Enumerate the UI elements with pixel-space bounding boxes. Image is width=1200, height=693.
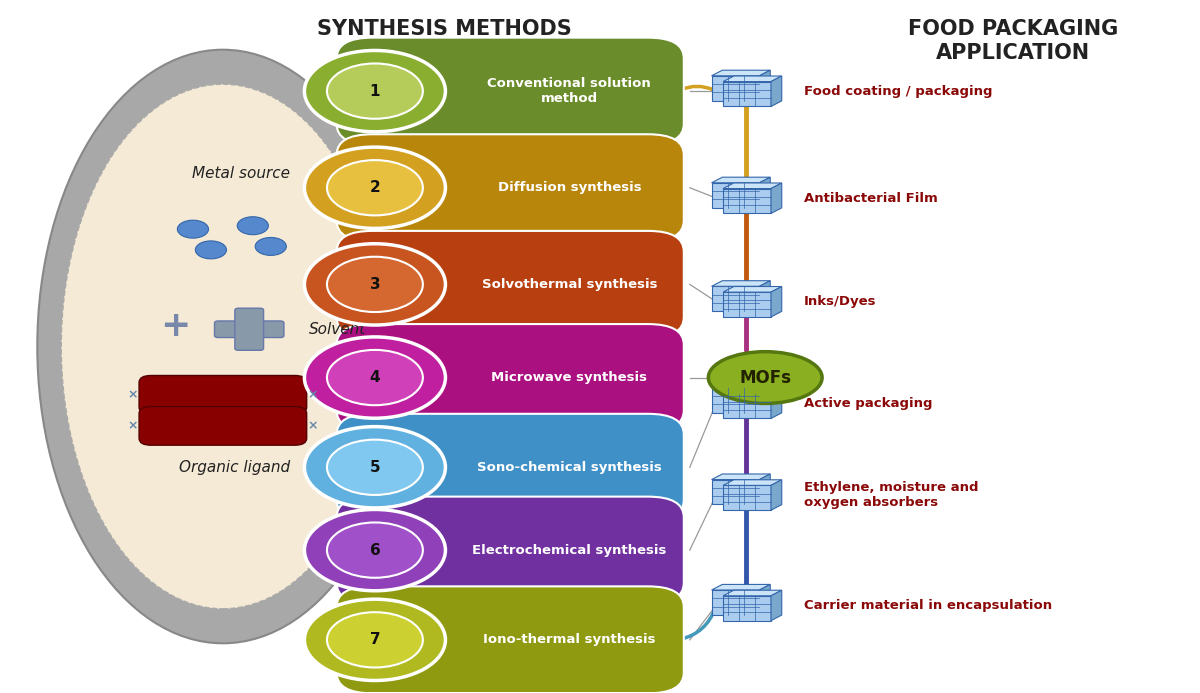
Polygon shape — [760, 474, 770, 505]
Text: +: + — [160, 309, 190, 343]
Text: ×: × — [307, 419, 318, 432]
Polygon shape — [724, 292, 770, 317]
Circle shape — [326, 350, 422, 405]
Text: Metal source: Metal source — [192, 166, 290, 182]
Polygon shape — [712, 590, 760, 615]
Text: Iono-thermal synthesis: Iono-thermal synthesis — [484, 633, 655, 647]
Text: SYNTHESIS METHODS: SYNTHESIS METHODS — [317, 19, 571, 39]
Polygon shape — [770, 183, 781, 213]
Polygon shape — [712, 480, 760, 505]
Text: Food coating / packaging: Food coating / packaging — [804, 85, 992, 98]
Text: Microwave synthesis: Microwave synthesis — [491, 371, 647, 384]
Polygon shape — [724, 183, 781, 188]
Text: 5: 5 — [370, 459, 380, 475]
Text: ×: × — [307, 388, 318, 401]
Text: Active packaging: Active packaging — [804, 396, 932, 410]
Text: Solvothermal synthesis: Solvothermal synthesis — [481, 278, 658, 291]
Text: 6: 6 — [370, 543, 380, 558]
Ellipse shape — [61, 85, 384, 608]
Ellipse shape — [37, 50, 408, 643]
Circle shape — [305, 147, 445, 229]
Circle shape — [305, 599, 445, 681]
Polygon shape — [724, 590, 781, 596]
Polygon shape — [770, 480, 781, 510]
Circle shape — [326, 256, 422, 312]
Text: FOOD PACKAGING
APPLICATION: FOOD PACKAGING APPLICATION — [908, 19, 1118, 64]
Polygon shape — [712, 286, 760, 311]
Circle shape — [305, 51, 445, 132]
Circle shape — [326, 439, 422, 495]
Text: MOFs: MOFs — [739, 369, 791, 387]
Polygon shape — [724, 394, 770, 419]
Polygon shape — [760, 177, 770, 208]
Text: 3: 3 — [370, 277, 380, 292]
Polygon shape — [770, 286, 781, 317]
Text: Carrier material in encapsulation: Carrier material in encapsulation — [804, 599, 1051, 612]
Text: Diffusion synthesis: Diffusion synthesis — [498, 182, 641, 194]
Circle shape — [256, 238, 287, 256]
Polygon shape — [712, 474, 770, 480]
Polygon shape — [724, 76, 781, 82]
Text: Ethylene, moisture and
oxygen absorbers: Ethylene, moisture and oxygen absorbers — [804, 481, 978, 509]
FancyBboxPatch shape — [337, 324, 684, 431]
Polygon shape — [760, 584, 770, 615]
Polygon shape — [760, 70, 770, 100]
Text: Inks/Dyes: Inks/Dyes — [804, 295, 876, 308]
Text: 4: 4 — [370, 370, 380, 385]
Polygon shape — [770, 388, 781, 419]
Polygon shape — [712, 388, 760, 412]
Ellipse shape — [708, 351, 822, 403]
Text: Conventional solution
method: Conventional solution method — [487, 77, 652, 105]
FancyBboxPatch shape — [215, 321, 284, 337]
FancyBboxPatch shape — [337, 586, 684, 693]
Polygon shape — [724, 82, 770, 107]
Text: Antibacterial Film: Antibacterial Film — [804, 191, 937, 204]
FancyBboxPatch shape — [337, 497, 684, 604]
FancyBboxPatch shape — [337, 134, 684, 241]
Text: 1: 1 — [370, 84, 380, 98]
Polygon shape — [712, 177, 770, 183]
Polygon shape — [724, 188, 770, 213]
Circle shape — [305, 244, 445, 325]
Polygon shape — [724, 286, 781, 292]
FancyBboxPatch shape — [337, 231, 684, 338]
Polygon shape — [770, 76, 781, 107]
Circle shape — [305, 337, 445, 418]
FancyBboxPatch shape — [337, 37, 684, 145]
Polygon shape — [770, 590, 781, 621]
FancyBboxPatch shape — [235, 308, 264, 350]
Circle shape — [305, 427, 445, 508]
Circle shape — [238, 217, 269, 235]
Circle shape — [326, 523, 422, 578]
Circle shape — [326, 160, 422, 216]
Polygon shape — [724, 480, 781, 485]
Polygon shape — [724, 596, 770, 621]
Polygon shape — [724, 388, 781, 394]
Polygon shape — [712, 281, 770, 286]
FancyBboxPatch shape — [139, 407, 307, 445]
Polygon shape — [712, 76, 760, 100]
Polygon shape — [760, 382, 770, 412]
Polygon shape — [712, 382, 770, 388]
Polygon shape — [712, 183, 760, 208]
Text: 2: 2 — [370, 180, 380, 195]
Circle shape — [196, 241, 227, 259]
FancyBboxPatch shape — [139, 376, 307, 414]
Text: Sono-chemical synthesis: Sono-chemical synthesis — [476, 461, 661, 474]
Polygon shape — [712, 70, 770, 76]
Text: ×: × — [128, 388, 138, 401]
Circle shape — [178, 220, 209, 238]
Circle shape — [326, 612, 422, 667]
Text: Organic ligand: Organic ligand — [179, 459, 290, 475]
Text: Electrochemical synthesis: Electrochemical synthesis — [472, 543, 666, 556]
Text: ×: × — [128, 419, 138, 432]
Polygon shape — [760, 281, 770, 311]
Circle shape — [326, 64, 422, 119]
FancyBboxPatch shape — [337, 414, 684, 520]
Circle shape — [305, 509, 445, 590]
Polygon shape — [712, 584, 770, 590]
Text: 7: 7 — [370, 632, 380, 647]
Text: Solvent: Solvent — [310, 322, 366, 337]
Polygon shape — [724, 485, 770, 510]
